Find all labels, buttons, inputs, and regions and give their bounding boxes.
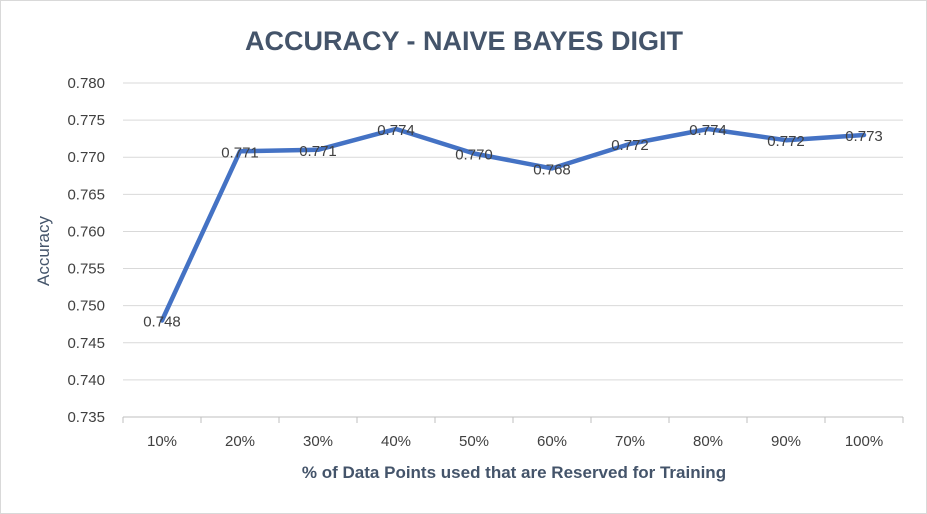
data-label: 0.773 xyxy=(845,128,883,145)
axis-ticks: 0.780 0.775 0.770 0.765 0.760 0.755 0.750 0.745… xyxy=(67,75,883,450)
x-tick-label: 20% xyxy=(225,433,255,450)
series-layer xyxy=(159,126,867,323)
data-label: 0.748 xyxy=(143,314,181,331)
y-tick-label: 0.735 xyxy=(67,409,105,426)
y-tick-label: 0.740 xyxy=(67,372,105,389)
chart-title: ACCURACY - NAIVE BAYES DIGIT xyxy=(245,26,684,56)
series-line xyxy=(159,126,867,323)
y-tick-label: 0.750 xyxy=(67,298,105,315)
data-label: 0.768 xyxy=(533,161,571,178)
x-axis-title: % of Data Points used that are Reserved … xyxy=(302,463,726,482)
y-tick-label: 0.775 xyxy=(67,112,105,129)
data-label: 0.771 xyxy=(299,143,337,160)
y-axis-title: Accuracy xyxy=(34,216,53,286)
data-label: 0.774 xyxy=(377,122,415,139)
x-tick-label: 50% xyxy=(459,433,489,450)
data-label: 0.771 xyxy=(221,144,259,161)
y-tick-label: 0.760 xyxy=(67,223,105,240)
y-tick-label: 0.780 xyxy=(67,75,105,92)
x-tick-label: 40% xyxy=(381,433,411,450)
x-tick-label: 10% xyxy=(147,433,177,450)
y-tick-label: 0.745 xyxy=(67,335,105,352)
y-tick-label: 0.755 xyxy=(67,261,105,278)
y-tick-label: 0.770 xyxy=(67,149,105,166)
x-tick-label: 70% xyxy=(615,433,645,450)
data-label: 0.770 xyxy=(455,147,493,164)
x-tick-label: 90% xyxy=(771,433,801,450)
data-label: 0.774 xyxy=(689,122,727,139)
gridlines xyxy=(122,82,904,423)
x-tick-label: 80% xyxy=(693,433,723,450)
data-label: 0.772 xyxy=(611,137,649,154)
y-tick-label: 0.765 xyxy=(67,186,105,203)
x-tick-label: 30% xyxy=(303,433,333,450)
data-label: 0.772 xyxy=(767,133,805,150)
x-tick-label: 60% xyxy=(537,433,567,450)
data-labels: 0.748 0.771 0.771 0.774 0.770 0.768 0.772 0.774… xyxy=(143,122,883,330)
x-tick-label: 100% xyxy=(845,433,883,450)
